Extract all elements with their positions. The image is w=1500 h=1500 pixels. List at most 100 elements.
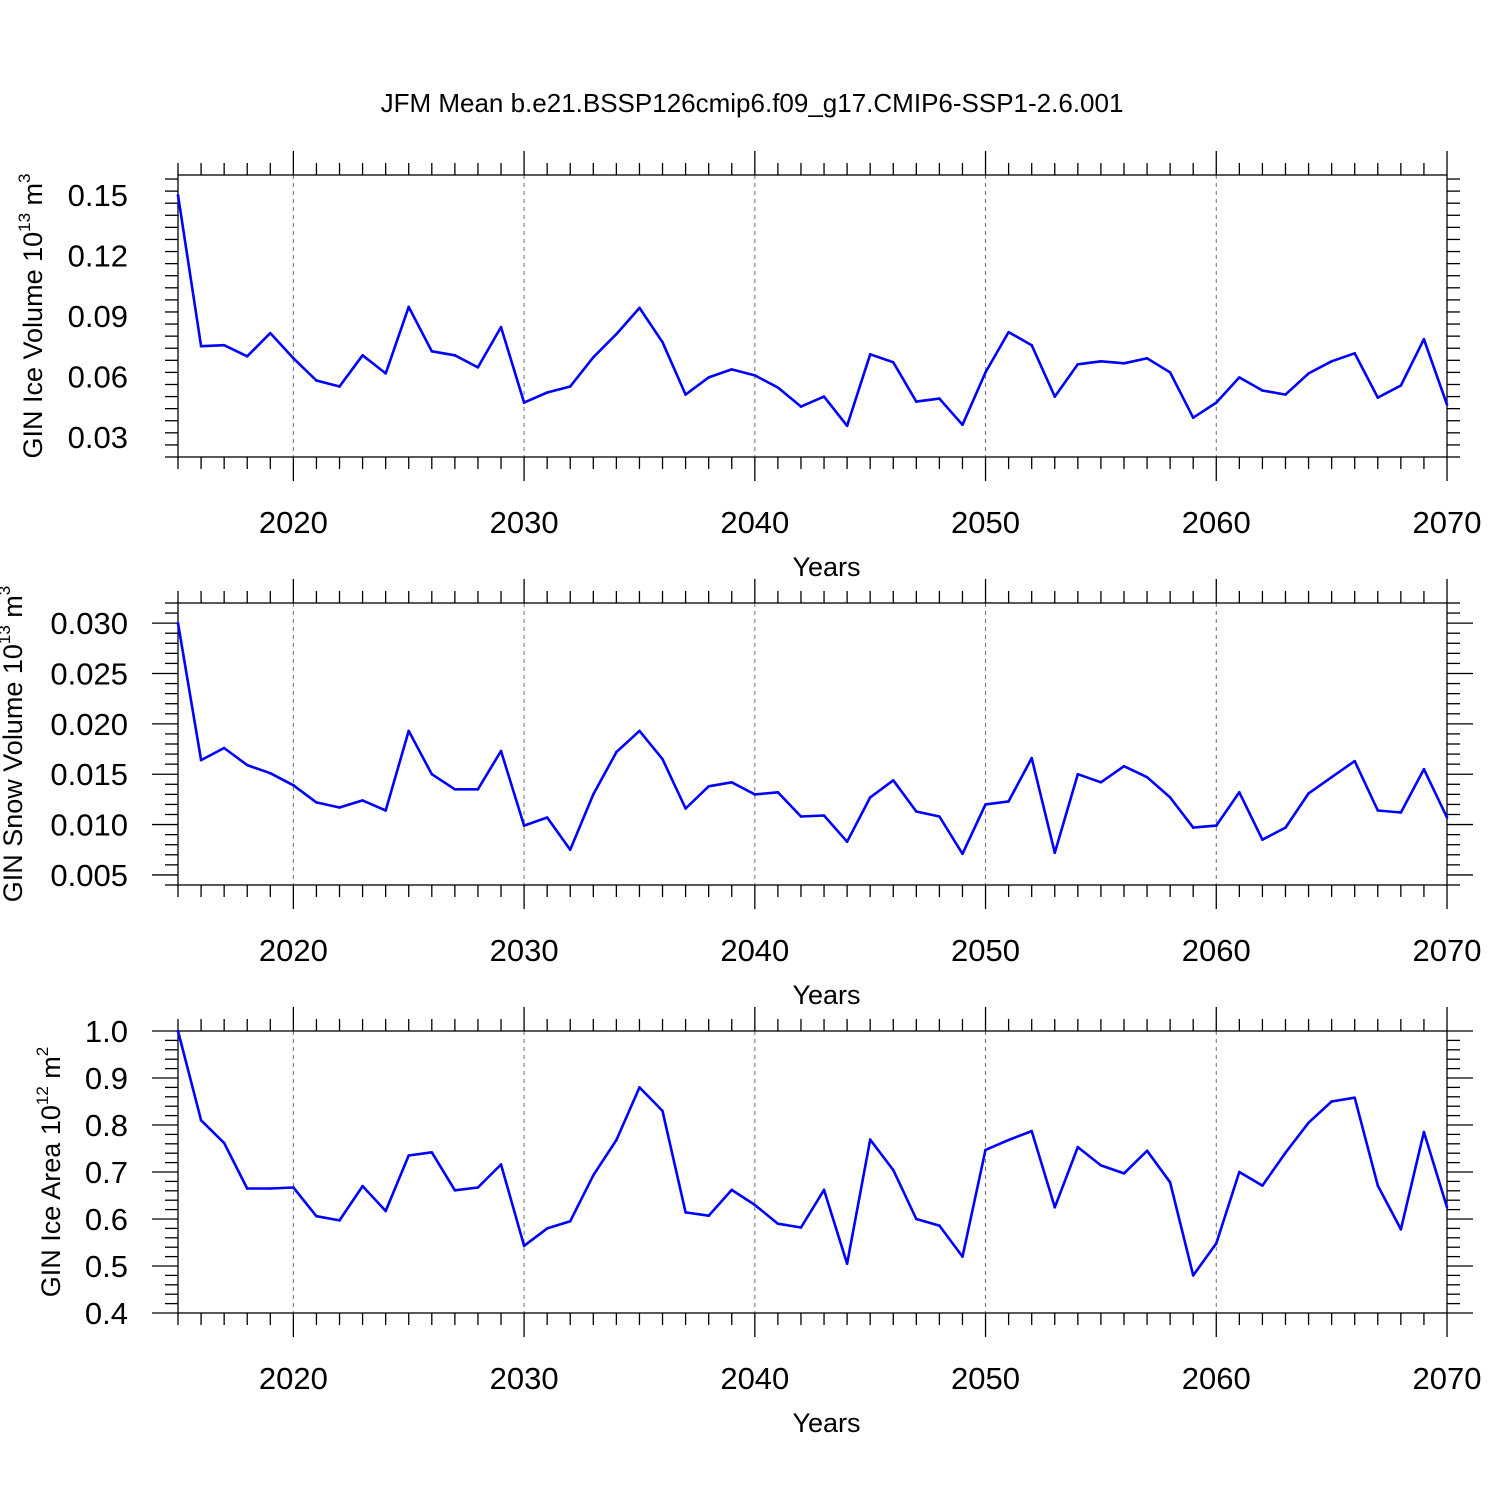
panels: 2020 2030 2040 2050 2060 2070 Years 0.03 0.06 0.0… [0, 151, 1481, 1438]
panel-3-ytick-label-1: 0.5 [85, 1249, 128, 1284]
panel-2-point-2027 [453, 788, 457, 791]
figure-title: JFM Mean b.e21.BSSP126cmip6.f09_g17.CMIP… [381, 88, 1124, 118]
panel-1-point-2059 [1191, 416, 1195, 420]
panel-1-frame [177, 174, 1448, 458]
panel-1-point-2019 [268, 331, 272, 335]
panel-1: 2020 2030 2040 2050 2060 2070 Years 0.03 0.06 0.0… [15, 151, 1481, 582]
panel-3-series-line [176, 1030, 1449, 1277]
panel-2-point-2050 [984, 803, 987, 806]
panel-2-frame [177, 602, 1448, 886]
panel-3-point-2055 [1099, 1164, 1103, 1167]
panel-2-point-2064 [1307, 792, 1310, 795]
panel-2-ylabel-exponent: 13 [0, 625, 14, 644]
panel-3-xtick-label-4: 2060 [1182, 1361, 1251, 1396]
panel-3-point-2036 [661, 1109, 664, 1113]
panel-1-xtick-label-3: 2050 [951, 505, 1020, 540]
panel-1-point-2043 [822, 395, 826, 398]
panel-2-point-2042 [799, 815, 803, 818]
panel-2-point-2065 [1330, 775, 1333, 779]
panel-1-ytick-label-3: 0.12 [68, 239, 128, 274]
panel-1-point-2041 [776, 386, 780, 389]
panel-2-point-2018 [245, 763, 249, 767]
panel-2-point-2069 [1422, 767, 1426, 771]
panel-1-point-2049 [961, 423, 964, 427]
panel-2-point-2039 [730, 780, 734, 784]
panel-3-ytick-label-6: 1.0 [85, 1014, 128, 1049]
panel-1-point-2033 [592, 355, 595, 359]
panel-2-point-2021 [315, 801, 318, 804]
panel-1-xtick-label-2: 2040 [720, 505, 789, 540]
panel-1-point-2053 [1053, 395, 1057, 398]
panel-3-ytick-label-0: 0.4 [85, 1296, 128, 1331]
panel-1-point-2067 [1376, 396, 1380, 399]
panel-3-point-2033 [592, 1173, 595, 1177]
panel-1-xtick-label-5: 2070 [1413, 505, 1482, 540]
panel-1-point-2016 [199, 344, 203, 348]
panel-1-point-2017 [222, 343, 226, 347]
panel-1-point-2039 [730, 368, 734, 371]
panel-3-point-2028 [476, 1186, 480, 1189]
panel-2-point-2068 [1399, 811, 1403, 814]
panel-1-point-2058 [1168, 371, 1172, 374]
panel-3-point-2067 [1376, 1184, 1380, 1187]
panel-2-xtick-label-2: 2040 [720, 933, 789, 968]
panel-3-point-2025 [407, 1154, 411, 1157]
panel-2-point-2062 [1261, 838, 1264, 841]
panel-3-xtick-label-0: 2020 [259, 1361, 328, 1396]
panel-1-ylabel-unit: m [18, 183, 48, 213]
panel-1-point-2050 [984, 371, 987, 374]
panel-3-point-2019 [268, 1187, 272, 1190]
panel-3-xtick-label-2: 2040 [720, 1361, 789, 1396]
panel-1-point-2065 [1330, 360, 1333, 363]
panel-2-point-2025 [407, 729, 411, 733]
panel-2-xlabel: Years [792, 980, 860, 1010]
panel-3-point-2070 [1445, 1205, 1449, 1209]
panel-3-point-2065 [1330, 1100, 1333, 1103]
panel-3-point-2022 [338, 1219, 341, 1222]
panel-3-point-2031 [545, 1227, 549, 1230]
panel-1-point-2042 [799, 405, 803, 408]
panel-2-point-2030 [522, 824, 526, 827]
panel-1-point-2051 [1007, 330, 1010, 334]
panel-1-ytick-label-4: 0.15 [68, 178, 128, 213]
panel-2-ytick-label-5: 0.030 [50, 606, 128, 641]
panel-3-point-2024 [384, 1209, 387, 1213]
panel-3-ytick-label-3: 0.7 [85, 1155, 128, 1190]
panel-2-ytick-label-1: 0.010 [50, 808, 128, 843]
panel-1-ylabel-main: GIN Ice Volume 10 [18, 232, 48, 459]
panel-2-point-2019 [268, 771, 272, 775]
panel-2-point-2022 [338, 806, 341, 809]
panel-1-point-2040 [753, 374, 757, 377]
panel-1-point-2044 [845, 424, 849, 428]
panel-2: 2020 2030 2040 2050 2060 2070 Years 0.005 0.010 0… [0, 579, 1481, 1010]
panel-2-point-2045 [868, 796, 872, 799]
panel-3-point-2046 [891, 1168, 895, 1172]
panel-3-point-2038 [707, 1214, 710, 1218]
panel-1-point-2027 [453, 353, 457, 357]
panel-3-point-2029 [499, 1163, 503, 1166]
panel-2-point-2026 [430, 772, 434, 776]
panel-3-point-2064 [1307, 1121, 1310, 1124]
panel-3-point-2035 [638, 1086, 641, 1089]
panel-2-point-2066 [1353, 759, 1357, 763]
panel-2-ytick-label-4: 0.025 [50, 657, 128, 692]
panel-2-point-2070 [1445, 816, 1449, 819]
panel-2-point-2038 [707, 785, 710, 788]
panel-1-xlabel: Years [792, 552, 860, 582]
panel-3-point-2051 [1007, 1138, 1010, 1142]
panel-1-point-2034 [615, 332, 618, 336]
panel-3-point-2026 [430, 1150, 434, 1154]
panel-1-point-2022 [338, 385, 341, 388]
panel-3-ylabel-unit-exponent: 2 [33, 1047, 52, 1056]
panel-3-point-2048 [938, 1224, 941, 1227]
panel-1-point-2025 [407, 305, 411, 309]
panel-2-point-2053 [1053, 851, 1057, 855]
panel-2-point-2059 [1191, 826, 1195, 829]
panel-3-point-2047 [915, 1217, 918, 1221]
panel-3-point-2016 [199, 1119, 203, 1122]
panel-2-point-2063 [1284, 826, 1287, 829]
panel-1-ylabel: GIN Ice Volume 1013 m3 [15, 173, 48, 458]
panel-2-point-2044 [845, 840, 849, 843]
panel-2-point-2051 [1007, 800, 1010, 803]
panel-1-point-2032 [568, 385, 572, 388]
